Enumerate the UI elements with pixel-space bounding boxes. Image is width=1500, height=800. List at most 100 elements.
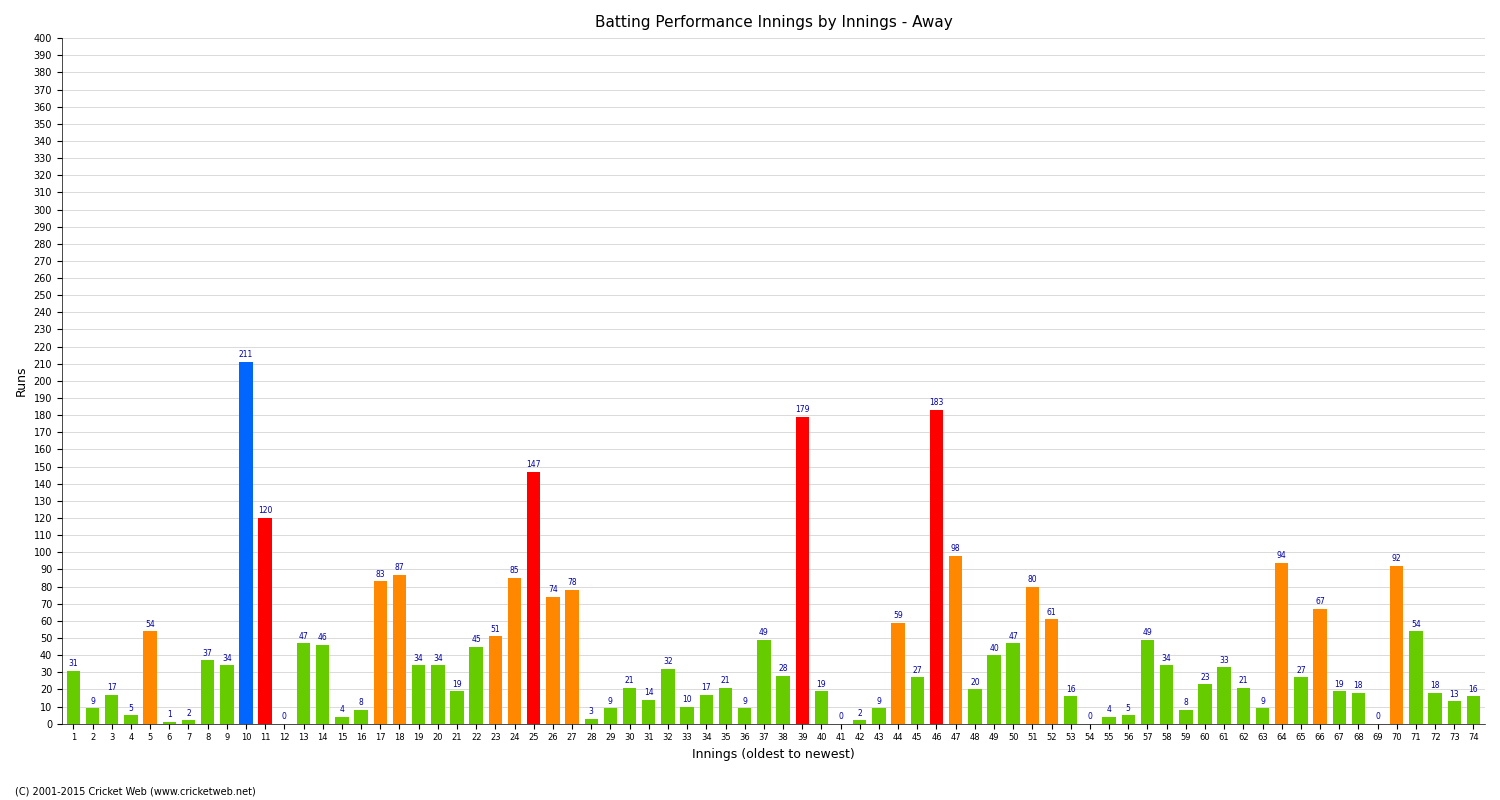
Text: 34: 34 [222,654,231,663]
Bar [642,700,656,724]
Bar [758,640,771,724]
Bar [1467,696,1480,724]
Bar [930,410,944,724]
Text: 47: 47 [298,631,309,641]
Text: 92: 92 [1392,554,1401,563]
Text: 147: 147 [526,460,542,469]
Bar [871,708,885,724]
Bar [526,472,540,724]
Bar [1218,667,1231,724]
Bar [220,666,234,724]
Bar [738,708,752,724]
Text: 19: 19 [1335,679,1344,689]
Bar [374,582,387,724]
Text: 17: 17 [702,683,711,692]
Bar [1122,715,1136,724]
Text: 14: 14 [644,688,654,697]
Text: 211: 211 [238,350,254,359]
Text: 16: 16 [1468,685,1479,694]
Text: 28: 28 [778,664,788,673]
Bar [1428,693,1442,724]
Text: 85: 85 [510,566,519,575]
Text: 45: 45 [471,635,482,644]
Text: 19: 19 [816,679,827,689]
Bar [853,720,867,724]
Text: 27: 27 [912,666,922,675]
Text: 5: 5 [129,703,134,713]
Bar [393,574,406,724]
Text: 9: 9 [742,697,747,706]
Text: 32: 32 [663,658,674,666]
Text: 2: 2 [186,709,190,718]
Text: 21: 21 [626,676,634,685]
Bar [1102,717,1116,724]
Text: 20: 20 [970,678,980,687]
Bar [66,670,80,724]
Text: 54: 54 [1412,619,1420,629]
Text: 8: 8 [358,698,363,707]
Bar [413,666,426,724]
Bar [1256,708,1269,724]
Bar [1140,640,1154,724]
Text: 40: 40 [988,643,999,653]
Bar [334,717,348,724]
Text: 49: 49 [759,628,768,637]
Bar [105,694,118,724]
Bar [662,669,675,724]
Bar [258,518,272,724]
Bar [910,678,924,724]
Bar [124,715,138,724]
Text: 34: 34 [1162,654,1172,663]
Bar [968,690,981,724]
Bar [546,597,560,724]
Text: 78: 78 [567,578,578,587]
Bar [182,720,195,724]
Bar [622,688,636,724]
Text: 19: 19 [452,679,462,689]
Text: 37: 37 [202,649,213,658]
Bar [354,710,368,724]
Text: 4: 4 [339,706,345,714]
Text: 47: 47 [1008,631,1019,641]
Bar [1294,678,1308,724]
Text: 61: 61 [1047,607,1056,617]
Text: 34: 34 [433,654,442,663]
Text: 1: 1 [166,710,171,719]
Bar [162,722,176,724]
Bar [987,655,1000,724]
Text: 27: 27 [1296,666,1305,675]
Bar [566,590,579,724]
Bar [509,578,520,724]
Bar [1332,691,1346,724]
Text: 51: 51 [490,625,500,634]
Text: 179: 179 [795,406,810,414]
Bar [1236,688,1250,724]
Text: 9: 9 [608,697,613,706]
Bar [585,718,598,724]
Bar [795,417,808,724]
Bar [1026,586,1039,724]
Text: 0: 0 [1088,712,1092,721]
Text: 13: 13 [1449,690,1460,699]
Text: (C) 2001-2015 Cricket Web (www.cricketweb.net): (C) 2001-2015 Cricket Web (www.cricketwe… [15,786,255,796]
Bar [470,646,483,724]
Bar [1198,684,1212,724]
Text: 0: 0 [1376,712,1380,721]
Text: 5: 5 [1126,703,1131,713]
Bar [1179,710,1192,724]
Bar [1160,666,1173,724]
X-axis label: Innings (oldest to newest): Innings (oldest to newest) [692,748,855,761]
Text: 21: 21 [1239,676,1248,685]
Text: 9: 9 [876,697,882,706]
Text: 83: 83 [375,570,386,579]
Text: 34: 34 [414,654,423,663]
Bar [86,708,99,724]
Bar [1275,562,1288,724]
Text: 49: 49 [1143,628,1152,637]
Text: 46: 46 [318,634,327,642]
Text: 67: 67 [1316,598,1324,606]
Text: 183: 183 [930,398,944,407]
Bar [1390,566,1404,724]
Text: 31: 31 [69,659,78,668]
Bar [815,691,828,724]
